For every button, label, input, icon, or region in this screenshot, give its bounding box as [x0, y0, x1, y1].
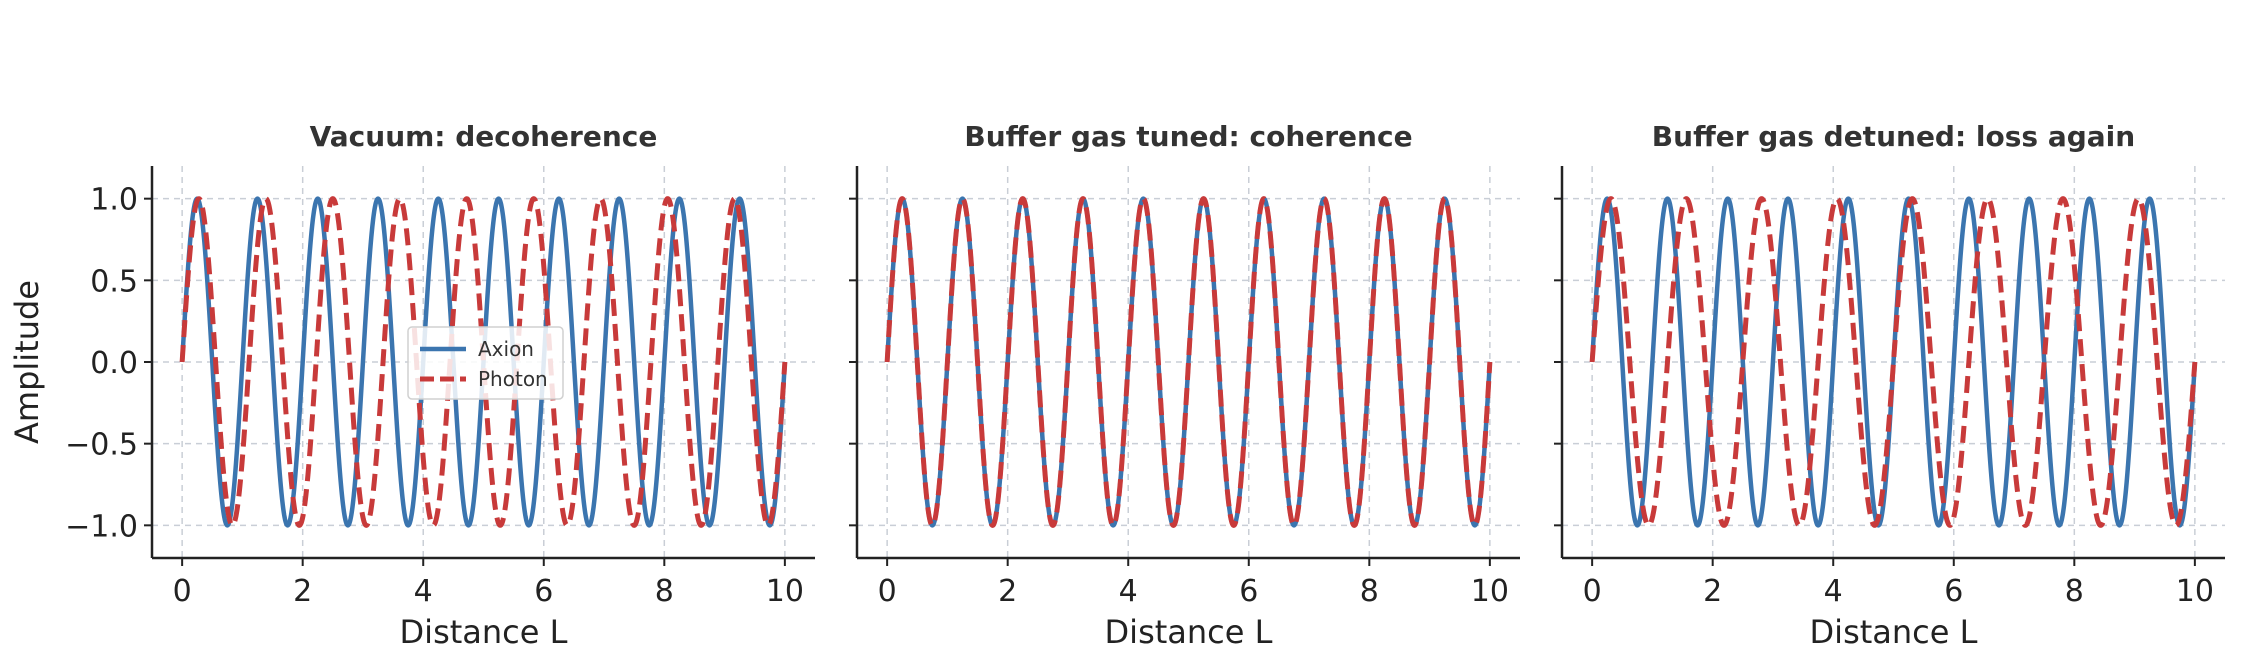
x-tick-label: 10	[2176, 574, 2214, 609]
chart-panel-2: 0 2 4 6 8 10 Buffer gas tuned: coherence Distan…	[849, 120, 1520, 651]
series-line-photon	[884, 196, 1493, 528]
x-tick-label: 4	[1119, 574, 1138, 609]
x-tick-label: 2	[1703, 574, 1722, 609]
x-axis-label: Distance L	[400, 613, 568, 651]
chart-panel-3: 0 2 4 6 8 10 Buffer gas detuned: loss again Dis…	[1554, 120, 2225, 651]
x-tick-label: 2	[998, 574, 1017, 609]
x-tick-label: 6	[1239, 574, 1258, 609]
x-tick-label: 0	[1583, 574, 1602, 609]
y-tick-label: −1.0	[65, 509, 138, 544]
series-line-axion	[1589, 196, 2198, 528]
legend: Axion Photon	[407, 326, 564, 400]
x-tick-label: 8	[655, 574, 674, 609]
x-tick-label: 2	[293, 574, 312, 609]
panel-title: Vacuum: decoherence	[310, 120, 658, 153]
series-line-photon	[1589, 196, 2198, 528]
x-tick-label: 8	[2065, 574, 2084, 609]
x-axis-label: Distance L	[1105, 613, 1273, 651]
panel-title: Buffer gas tuned: coherence	[964, 120, 1412, 153]
x-axis-label: Distance L	[1810, 613, 1978, 651]
x-tick-label: 6	[534, 574, 553, 609]
y-tick-label: 1.0	[90, 183, 138, 218]
x-tick-label: 10	[1471, 574, 1509, 609]
y-tick-label: 0.5	[90, 264, 138, 299]
panel-title: Buffer gas detuned: loss again	[1652, 120, 2135, 153]
x-tick-label: 4	[1824, 574, 1843, 609]
legend-label: Axion	[478, 337, 534, 361]
chart-panel-1: 0 2 4 6 8 10 1.0 0.5 0.0 −0.5 −1.0 Vacuum: decohere…	[8, 120, 815, 651]
y-axis-label: Amplitude	[8, 280, 46, 444]
y-tick-label: −0.5	[65, 428, 138, 463]
x-tick-label: 10	[766, 574, 804, 609]
x-tick-label: 0	[173, 574, 192, 609]
x-tick-label: 8	[1360, 574, 1379, 609]
x-tick-label: 0	[878, 574, 897, 609]
series-line-photon	[179, 196, 788, 528]
x-tick-label: 4	[414, 574, 433, 609]
legend-label: Photon	[478, 367, 548, 391]
y-tick-label: 0.0	[90, 346, 138, 381]
x-tick-label: 6	[1944, 574, 1963, 609]
